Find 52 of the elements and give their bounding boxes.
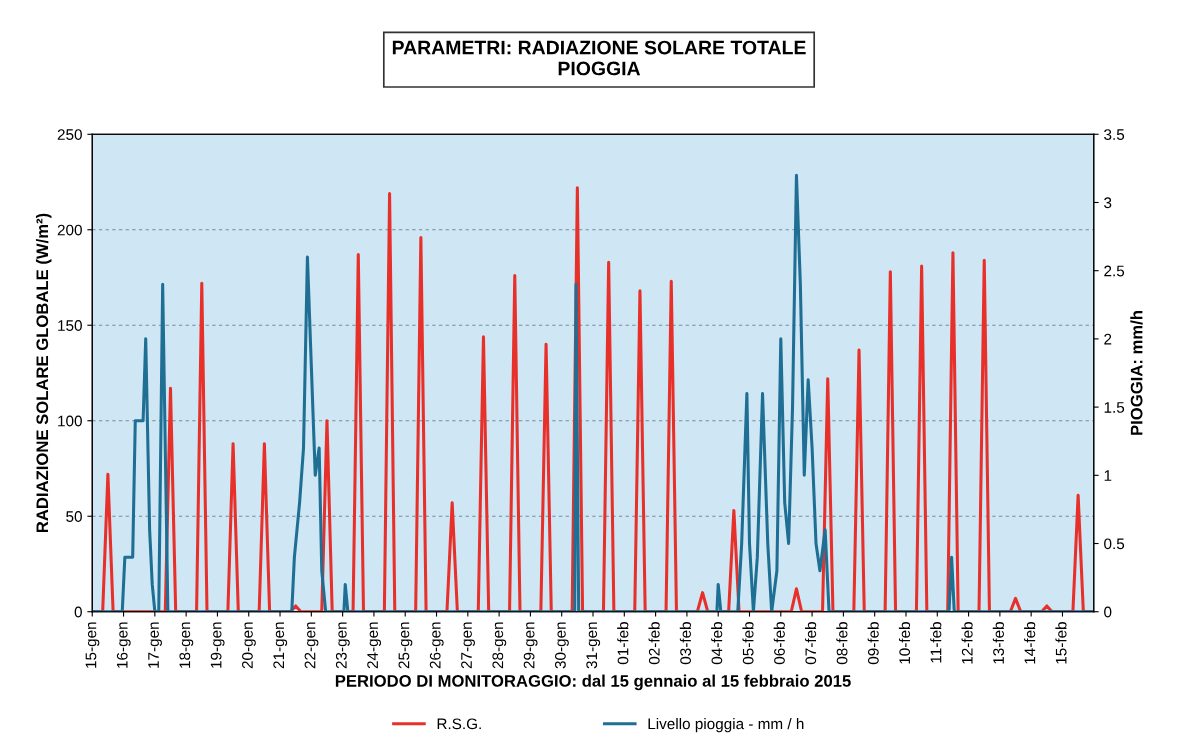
x-tick-label: 08-feb xyxy=(836,622,848,665)
x-tick-label: 30-gen xyxy=(554,622,569,669)
x-tick-label: 20-gen xyxy=(242,622,256,669)
x-tick-label: 29-gen xyxy=(523,622,538,669)
x-tick-label: 25-gen xyxy=(398,622,413,669)
x-tick-label: 18-gen xyxy=(179,622,194,668)
x-tick-label: 21-gen xyxy=(273,622,288,669)
x-tick-label: 15-gen xyxy=(85,622,100,668)
x-tick-label: 10-feb xyxy=(898,622,911,664)
y2-axis-title: PIOGGIA: mm/h xyxy=(1130,311,1143,435)
legend-label: Livello pioggia - mm / h xyxy=(648,718,804,733)
x-tick-label: 22-gen xyxy=(304,622,319,669)
x-tick-label: 11-feb xyxy=(930,622,942,663)
y2-tick-label: 0.5 xyxy=(1104,538,1125,550)
x-tick-label: 24-gen xyxy=(367,622,382,669)
y-tick-label: 200 xyxy=(57,224,82,236)
x-tick-label: 14-feb xyxy=(1024,622,1036,664)
x-axis-title: PERIODO DI MONITORAGGIO: dal 15 gennaio al 15 febbraio 2015 xyxy=(335,674,851,691)
x-tick-label: 07-feb xyxy=(804,622,817,665)
y2-tick-label: 1.5 xyxy=(1104,402,1125,413)
x-tick-label: 05-feb xyxy=(742,622,754,665)
x-tick-label: 01-feb xyxy=(617,622,629,665)
chart-title: PARAMETRI: RADIAZIONE SOLARE TOTALE PIOGGIA xyxy=(392,40,806,76)
y2-tick-label: 3 xyxy=(1104,197,1112,209)
y2-tick-label: 0 xyxy=(1104,606,1112,618)
x-tick-label: 02-feb xyxy=(648,622,660,665)
y2-tick-label: 1 xyxy=(1104,470,1112,481)
y-axis-title: RADIAZIONE SOLARE GLOBALE (W/m²) xyxy=(35,213,52,533)
y-tick-label: 100 xyxy=(58,415,82,427)
x-tick-label: 19-gen xyxy=(210,622,225,668)
x-tick-label: 31-gen xyxy=(586,622,601,669)
y2-tick-label: 2 xyxy=(1104,333,1112,345)
y-tick-label: 250 xyxy=(57,129,82,140)
x-tick-label: 09-feb xyxy=(867,622,879,665)
x-tick-label: 04-feb xyxy=(711,622,723,665)
x-tick-label: 03-feb xyxy=(679,622,691,665)
y-tick-label: 0 xyxy=(74,606,82,618)
legend-label: R.S.G. xyxy=(437,718,481,730)
x-tick-label: 15-feb xyxy=(1055,622,1067,664)
y2-tick-label: 3.5 xyxy=(1104,129,1125,140)
x-tick-label: 13-feb xyxy=(992,622,1004,664)
y2-tick-label: 2.5 xyxy=(1104,265,1125,277)
x-tick-label: 12-feb xyxy=(961,622,973,664)
x-tick-label: 28-gen xyxy=(492,622,507,669)
x-tick-label: 26-gen xyxy=(429,622,444,669)
x-tick-label: 23-gen xyxy=(335,622,350,669)
x-tick-label: 17-gen xyxy=(148,622,162,668)
x-tick-label: 06-feb xyxy=(773,622,785,665)
x-tick-label: 27-gen xyxy=(461,622,475,669)
y-tick-label: 150 xyxy=(58,320,82,331)
y-tick-label: 50 xyxy=(66,511,82,522)
x-tick-label: 16-gen xyxy=(116,622,131,668)
